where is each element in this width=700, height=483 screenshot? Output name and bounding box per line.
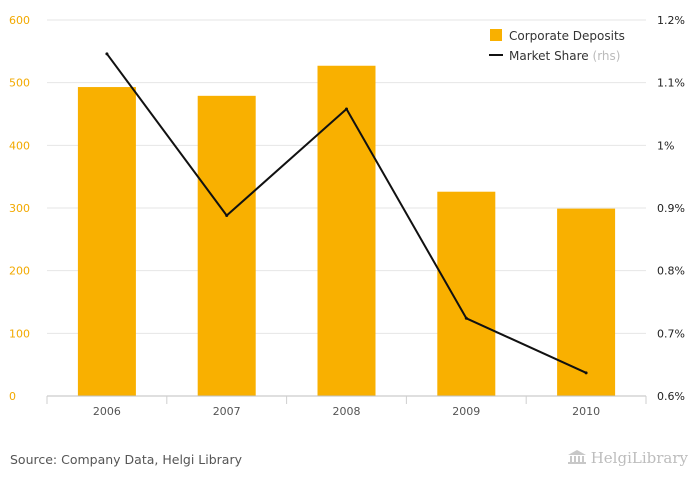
line-point: [464, 316, 468, 320]
bar-series: [77, 65, 616, 397]
y-right-tick-label: 0.6%: [657, 390, 685, 403]
brand-logo: HelgiLibrary: [567, 449, 688, 469]
line-series: [105, 52, 588, 375]
y-left-tick-label: 500: [9, 77, 30, 90]
y-left-tick-label: 400: [9, 139, 30, 152]
y-right-tick-label: 1%: [657, 139, 674, 152]
bar: [197, 95, 256, 397]
bar: [317, 65, 376, 396]
bar: [437, 191, 496, 396]
x-tick-label: 2007: [213, 405, 241, 418]
axes: 0 100 200 300 400 500 600 0.6% 0.7% 0.8% 0.9% 1% 1.1…: [9, 14, 685, 418]
y-left-tick-label: 200: [9, 265, 30, 278]
y-right-tick-label: 1.2%: [657, 14, 685, 27]
legend-label-market-share: Market Share (rhs): [509, 49, 620, 63]
y-right-tick-label: 1.1%: [657, 77, 685, 90]
source-note: Source: Company Data, Helgi Library: [10, 452, 243, 467]
x-tick-label: 2009: [452, 405, 480, 418]
legend-label-rhs: (rhs): [593, 49, 621, 63]
x-tick-label: 2006: [93, 405, 121, 418]
legend-swatch-bar: [490, 29, 502, 41]
line-point: [105, 52, 109, 56]
y-left-tick-label: 0: [9, 390, 16, 403]
y-right-tick-label: 0.7%: [657, 327, 685, 340]
line-point: [345, 107, 348, 111]
bar: [77, 87, 136, 396]
legend: Corporate Deposits Market Share (rhs): [489, 29, 625, 63]
brand-name: HelgiLibrary: [590, 449, 688, 467]
x-tick-label: 2010: [572, 405, 600, 418]
chart: 0 100 200 300 400 500 600 0.6% 0.7% 0.8% 0.9% 1% 1.1…: [9, 14, 685, 418]
x-tick-label: 2008: [333, 405, 361, 418]
line-point: [584, 371, 588, 375]
y-left-tick-label: 600: [9, 14, 30, 27]
bank-building-icon: [567, 449, 587, 469]
line-point: [225, 214, 229, 218]
bar: [557, 208, 616, 396]
y-right-tick-label: 0.8%: [657, 265, 685, 278]
y-right-tick-label: 0.9%: [657, 202, 685, 215]
legend-label-corporate-deposits: Corporate Deposits: [509, 29, 625, 43]
y-left-tick-label: 300: [9, 202, 30, 215]
y-left-tick-label: 100: [9, 327, 30, 340]
